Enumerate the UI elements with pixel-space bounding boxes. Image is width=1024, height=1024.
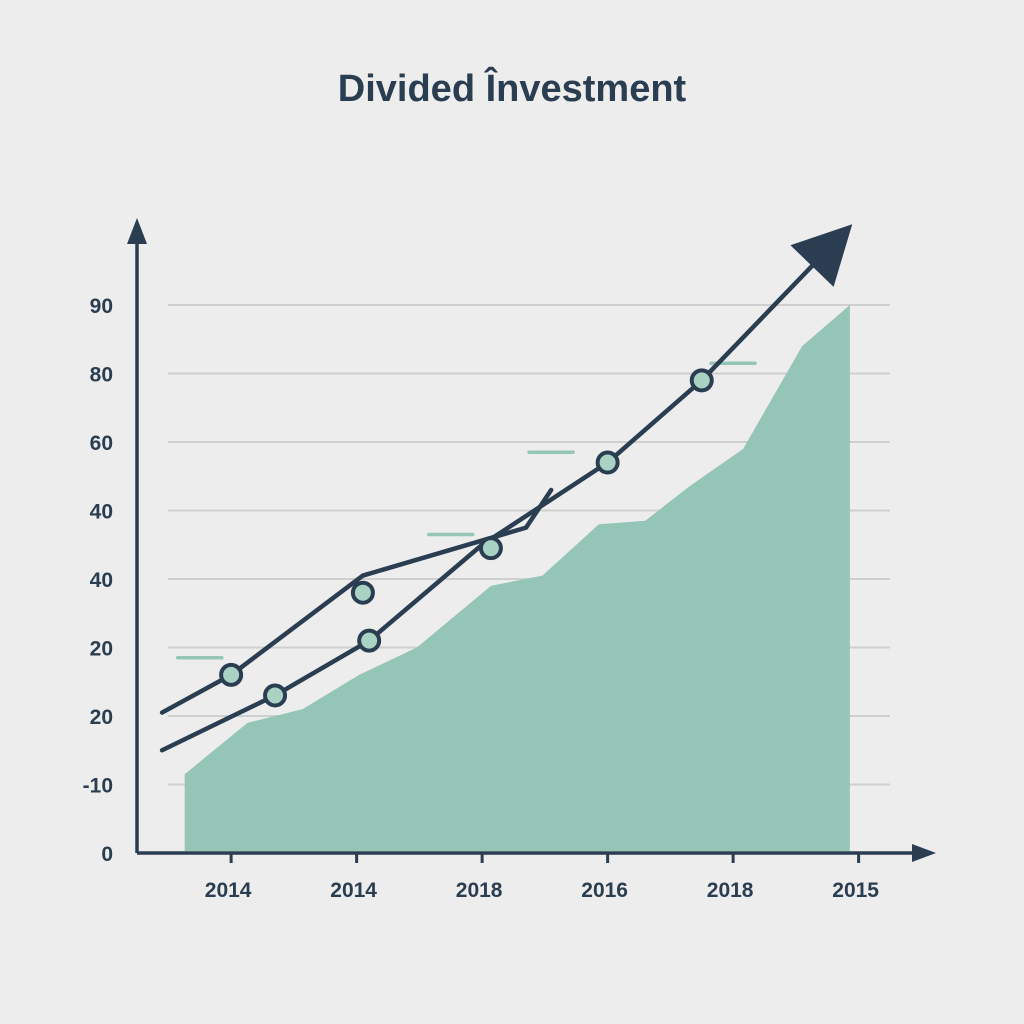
data-point (595, 450, 620, 475)
label-layer: 0 -10 20 20 40 40 60 80 90 2014 2014 2018 2016 2018 20… (83, 295, 880, 902)
y-tick-label: 20 (90, 638, 113, 661)
y-axis-arrow-icon (127, 218, 147, 244)
data-point (350, 580, 375, 605)
arrowhead-icon (790, 224, 853, 287)
y-tick-label: 60 (90, 432, 113, 455)
x-axis-arrow-icon (912, 844, 936, 862)
axis-layer (127, 218, 936, 863)
marker-layer (219, 368, 714, 708)
data-point (478, 536, 503, 561)
x-tick-label: 2015 (832, 879, 879, 902)
y-tick-label: 90 (90, 295, 113, 318)
x-tick-label: 2018 (456, 879, 503, 902)
data-point (263, 683, 288, 708)
data-point (219, 662, 244, 687)
y-tick-label: 40 (90, 501, 113, 524)
chart-title: Divided Învestment (337, 68, 687, 110)
y-tick-label: 40 (90, 569, 113, 592)
area-layer (184, 305, 850, 851)
upper-line (159, 487, 554, 715)
x-tick-label: 2016 (581, 879, 628, 902)
x-tick-label: 2014 (205, 879, 252, 902)
y-tick-label: 0 (101, 843, 113, 866)
data-point (357, 628, 382, 653)
y-tick-label: 20 (90, 706, 113, 729)
x-tick-label: 2014 (330, 879, 377, 902)
y-tick-label: 80 (90, 364, 113, 387)
x-tick-label: 2018 (707, 879, 754, 902)
area-series (184, 305, 850, 851)
y-tick-label: -10 (83, 775, 113, 798)
data-point (689, 368, 714, 393)
